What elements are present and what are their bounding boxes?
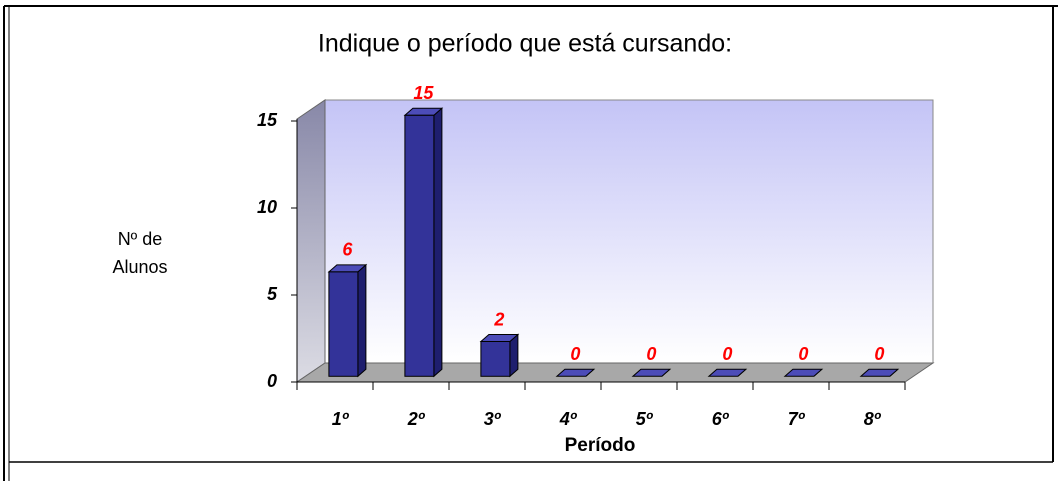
value-label: 0	[646, 344, 656, 364]
y-axis-label: Alunos	[112, 257, 167, 277]
y-tick-label: 15	[257, 110, 278, 130]
x-tick-label: 7º	[788, 409, 806, 429]
y-axis-label: Nº de	[118, 229, 163, 249]
value-label: 0	[798, 344, 808, 364]
chart-title: Indique o período que está cursando:	[318, 30, 732, 58]
value-label: 15	[413, 83, 434, 103]
bar-top	[631, 368, 672, 377]
x-tick-label: 5º	[636, 409, 654, 429]
x-axis-label: Período	[565, 435, 636, 456]
x-tick-label: 4º	[559, 409, 578, 429]
value-label: 0	[874, 344, 884, 364]
y-tick-label: 5	[267, 284, 278, 304]
y-tick-label: 10	[257, 197, 277, 217]
side-wall	[296, 99, 326, 383]
x-tick-label: 3º	[484, 409, 502, 429]
bar-side	[357, 263, 367, 378]
bar-top	[859, 368, 900, 377]
bar	[328, 271, 359, 377]
bar-top	[707, 368, 748, 377]
x-tick-label: 8º	[864, 409, 882, 429]
bar-top	[783, 368, 824, 377]
x-tick-label: 2º	[407, 409, 426, 429]
value-label: 6	[342, 240, 353, 260]
bar-top	[555, 368, 596, 377]
floor	[295, 362, 935, 383]
value-label: 0	[722, 344, 732, 364]
bar	[480, 341, 511, 377]
x-tick-label: 1º	[332, 409, 350, 429]
value-label: 2	[493, 309, 504, 329]
value-label: 0	[570, 344, 580, 364]
bar-side	[433, 107, 443, 378]
frame	[3, 5, 1058, 481]
bar	[404, 114, 435, 377]
y-tick-label: 0	[267, 371, 277, 391]
x-tick-label: 6º	[712, 409, 730, 429]
